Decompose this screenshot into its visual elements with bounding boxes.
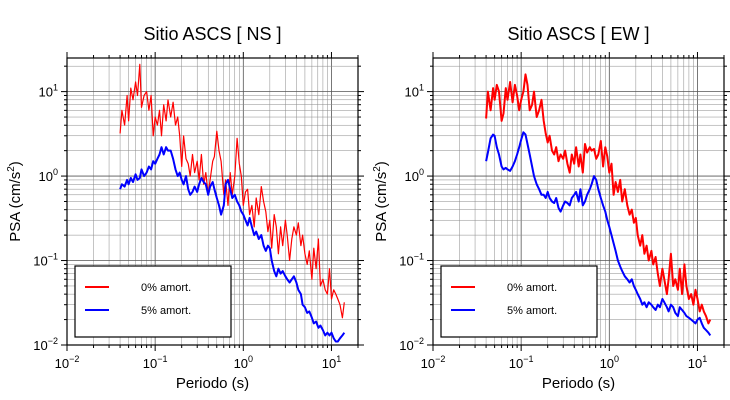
legend-label: 0% amort. — [141, 282, 191, 294]
axis-ticks — [61, 52, 364, 351]
x-tick-label: 101 — [322, 354, 341, 371]
y-tick-labels: 10−2 10−1 100 101 — [33, 83, 58, 353]
legend-label: 0% amort. — [507, 282, 557, 294]
y-tick-labels: 10−2 10−1 100 101 — [399, 83, 424, 353]
x-tick-label: 101 — [688, 354, 707, 371]
series-line-undamped — [485, 73, 712, 325]
series-line-damped — [119, 146, 346, 343]
y-axis-label-superscript: 2 — [372, 166, 383, 172]
y-axis-label-main: PSA (cm/s — [7, 172, 24, 242]
axis-ticks — [427, 52, 730, 351]
legend: 0% amort. 5% amort. — [74, 265, 232, 338]
chart-panel-ew: Sitio ASCS [ EW ] Periodo (s) PSA (cm/s2… — [372, 24, 730, 392]
y-tick-label: 10−1 — [399, 252, 424, 269]
y-tick-label: 101 — [405, 83, 424, 100]
x-axis-label: Periodo (s) — [176, 375, 249, 392]
y-tick-label: 10−1 — [33, 252, 58, 269]
legend-label: 5% amort. — [141, 305, 191, 317]
x-tick-label: 10−2 — [55, 354, 80, 371]
chart-panel-ns: Sitio ASCS [ NS ] Periodo (s) PSA (cm/s2… — [6, 24, 364, 392]
legend: 0% amort. 5% amort. — [440, 265, 598, 338]
y-tick-label: 100 — [405, 167, 424, 184]
legend-label: 5% amort. — [507, 305, 557, 317]
data-series — [485, 73, 712, 336]
y-axis-label: PSA (cm/s2) — [6, 161, 24, 242]
x-tick-label: 10−2 — [421, 354, 446, 371]
y-tick-label: 10−2 — [399, 336, 424, 353]
chart-title: Sitio ASCS [ EW ] — [507, 24, 649, 44]
x-tick-label: 10−1 — [509, 354, 534, 371]
chart-title: Sitio ASCS [ NS ] — [143, 24, 281, 44]
y-axis-label-end: ) — [7, 161, 24, 166]
y-axis-label-end: ) — [373, 161, 390, 166]
legend-box — [74, 265, 232, 338]
legend-box — [440, 265, 598, 338]
x-tick-labels: 10−2 10−1 100 101 — [421, 354, 708, 371]
x-tick-label: 100 — [600, 354, 619, 371]
x-tick-labels: 10−2 10−1 100 101 — [55, 354, 342, 371]
y-tick-label: 101 — [39, 83, 58, 100]
y-tick-label: 100 — [39, 167, 58, 184]
y-tick-label: 10−2 — [33, 336, 58, 353]
x-tick-label: 10−1 — [143, 354, 168, 371]
y-axis-label-superscript: 2 — [6, 166, 17, 172]
x-tick-label: 100 — [234, 354, 253, 371]
x-axis-label: Periodo (s) — [542, 375, 615, 392]
data-series — [119, 63, 346, 343]
series-line-damped — [485, 131, 712, 336]
y-axis-label: PSA (cm/s2) — [372, 161, 390, 242]
y-axis-label-main: PSA (cm/s — [373, 172, 390, 242]
